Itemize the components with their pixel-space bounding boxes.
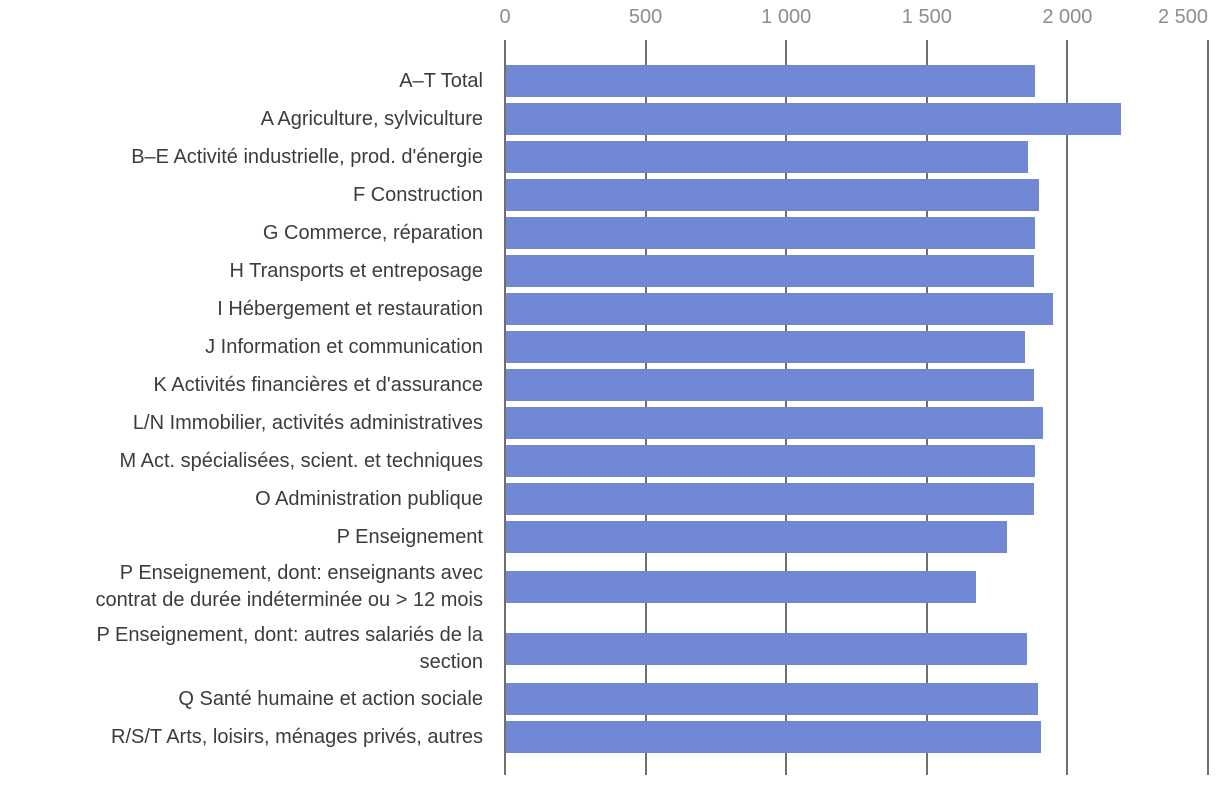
bar — [506, 293, 1054, 325]
chart-row: B–E Activité industrielle, prod. d'énerg… — [0, 138, 1220, 176]
bar-area — [505, 62, 1208, 100]
bar — [506, 217, 1036, 249]
category-label: K Activités financières et d'assurance — [153, 373, 483, 396]
chart-row: G Commerce, réparation — [0, 214, 1220, 252]
x-axis-tick-label: 2 000 — [1042, 6, 1093, 28]
bar — [506, 445, 1036, 477]
category-label: O Administration publique — [255, 487, 483, 510]
bar — [506, 331, 1026, 363]
bar — [506, 179, 1040, 211]
chart-row: A Agriculture, sylviculture — [0, 100, 1220, 138]
bar-area — [505, 442, 1208, 480]
bar-area — [505, 680, 1208, 718]
category-label: G Commerce, réparation — [262, 221, 483, 244]
category-label: A Agriculture, sylviculture — [260, 107, 483, 130]
category-label: Q Santé humaine et action sociale — [178, 687, 483, 710]
chart-row: M Act. spécialisées, scient. et techniqu… — [0, 442, 1220, 480]
bar — [506, 633, 1027, 665]
category-label: F Construction — [352, 183, 483, 206]
category-label: A–T Total — [399, 69, 483, 92]
chart-row: Q Santé humaine et action sociale — [0, 680, 1220, 718]
bar-area — [505, 518, 1208, 556]
chart-row: L/N Immobilier, activités administrative… — [0, 404, 1220, 442]
chart-rows: A–T Total A Agriculture, sylviculture B–E … — [0, 62, 1220, 756]
chart-row: O Administration publique — [0, 480, 1220, 518]
category-label: R/S/T Arts, loisirs, ménages privés, aut… — [111, 725, 483, 748]
y-axis-line — [504, 40, 506, 775]
bar — [506, 521, 1007, 553]
bar-area — [505, 480, 1208, 518]
chart-row: P Enseignement — [0, 518, 1220, 556]
bar-area — [505, 290, 1208, 328]
bar-area — [505, 138, 1208, 176]
chart-row: H Transports et entreposage — [0, 252, 1220, 290]
chart-row: R/S/T Arts, loisirs, ménages privés, aut… — [0, 718, 1220, 756]
category-label: B–E Activité industrielle, prod. d'énerg… — [131, 145, 483, 168]
category-label: P Enseignement — [336, 525, 483, 548]
bar — [506, 721, 1041, 753]
chart-row: I Hébergement et restauration — [0, 290, 1220, 328]
bar-area — [505, 214, 1208, 252]
chart-row: P Enseignement, dont: enseignants avec c… — [0, 556, 1220, 618]
bar — [506, 571, 976, 603]
bar — [506, 65, 1036, 97]
gridline — [1066, 40, 1069, 775]
bar — [506, 483, 1034, 515]
bar — [506, 255, 1034, 287]
bar-area — [505, 366, 1208, 404]
category-label: P Enseignement, dont: autres salariés de… — [96, 624, 483, 673]
bar-area — [505, 252, 1208, 290]
bar — [506, 141, 1029, 173]
chart-row: J Information et communication — [0, 328, 1220, 366]
category-label: H Transports et entreposage — [229, 259, 483, 282]
category-label: M Act. spécialisées, scient. et techniqu… — [119, 449, 483, 472]
category-label: I Hébergement et restauration — [217, 297, 483, 320]
category-label: L/N Immobilier, activités administrative… — [132, 411, 483, 434]
bar-area — [505, 100, 1208, 138]
x-axis-tick-label: 1 500 — [901, 6, 952, 28]
bar — [506, 103, 1121, 135]
gridline — [1207, 40, 1209, 775]
x-axis-tick-label: 0 — [499, 6, 511, 28]
chart-row: F Construction — [0, 176, 1220, 214]
bar-area — [505, 404, 1208, 442]
bar-area — [505, 556, 1208, 618]
bar-area — [505, 718, 1208, 756]
category-label: P Enseignement, dont: enseignants avec c… — [95, 562, 483, 611]
x-axis-tick-label: 1 000 — [761, 6, 812, 28]
bar — [506, 683, 1038, 715]
chart-row: A–T Total — [0, 62, 1220, 100]
chart-row: P Enseignement, dont: autres salariés de… — [0, 618, 1220, 680]
bar — [506, 369, 1034, 401]
x-axis-tick-label: 500 — [628, 6, 663, 28]
bar-area — [505, 176, 1208, 214]
bar-area — [505, 618, 1208, 680]
category-label: J Information et communication — [205, 335, 483, 358]
chart-row: K Activités financières et d'assurance — [0, 366, 1220, 404]
bar-area — [505, 328, 1208, 366]
bar — [506, 407, 1044, 439]
x-axis-tick-label: 2 500 — [1157, 6, 1208, 28]
